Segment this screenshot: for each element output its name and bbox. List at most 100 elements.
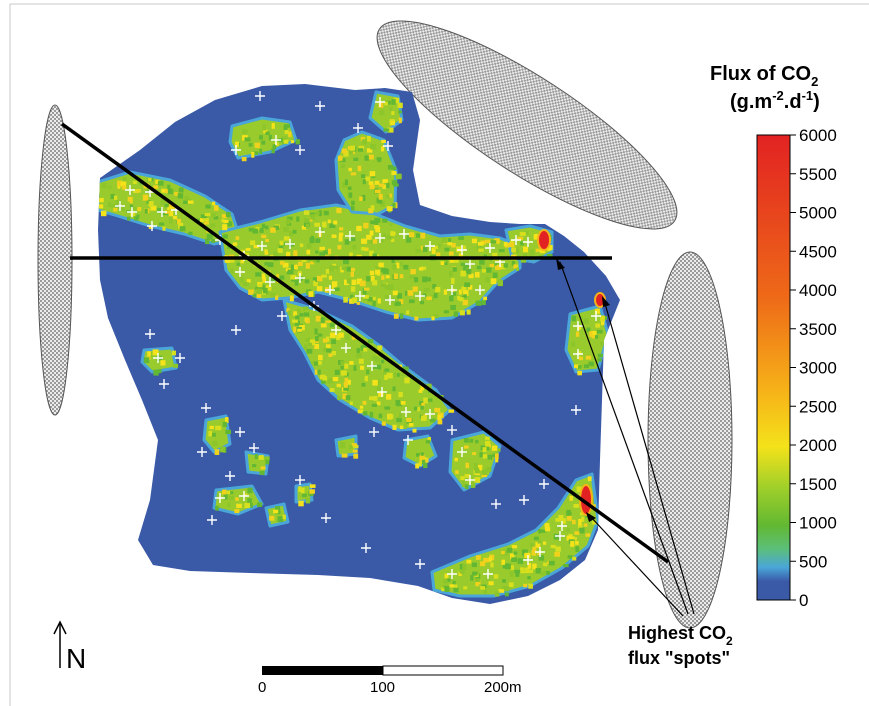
flux-pixel <box>215 505 219 511</box>
flux-pixel <box>225 211 231 218</box>
flux-pixel <box>321 221 327 228</box>
flux-pixel <box>302 306 309 311</box>
flux-pixel <box>357 148 364 152</box>
flux-zone <box>228 116 298 160</box>
flux-pixel <box>317 333 323 337</box>
flux-pixel <box>351 297 358 304</box>
flux-pixel <box>395 301 401 306</box>
flux-pixel <box>356 278 363 285</box>
flux-pixel <box>376 401 381 406</box>
flux-pixel <box>568 533 573 538</box>
flux-pixel <box>363 295 369 299</box>
flux-pixel <box>548 560 555 566</box>
color-legend: Flux of CO2 (g.m-2.d-1) 6000550050004500… <box>710 63 837 610</box>
flux-pixel <box>343 381 348 388</box>
flux-pixel <box>420 405 424 410</box>
flux-pixel <box>361 382 366 387</box>
flux-pixel <box>485 239 491 243</box>
flux-pixel <box>475 555 481 560</box>
flux-pixel <box>385 275 390 279</box>
flux-pixel <box>542 541 547 545</box>
flux-pixel <box>524 230 529 235</box>
flux-pixel <box>235 497 239 501</box>
flux-pixel <box>293 250 298 257</box>
flux-pixel <box>597 358 602 362</box>
flux-pixel <box>399 299 404 304</box>
flux-pixel <box>450 304 456 311</box>
sample-point-marker <box>321 513 331 523</box>
flux-pixel <box>472 451 476 456</box>
flux-pixel <box>157 369 162 374</box>
flux-pixel <box>451 278 455 284</box>
flux-pixel <box>459 570 465 574</box>
flux-pixel <box>426 296 432 301</box>
flux-pixel <box>223 219 229 223</box>
flux-pixel <box>396 293 402 299</box>
sample-point-marker <box>573 321 583 331</box>
flux-pixel <box>377 298 381 304</box>
flux-pixel <box>347 186 352 191</box>
flux-pixel <box>277 516 284 523</box>
flux-pixel <box>229 491 234 495</box>
flux-pixel <box>296 216 300 222</box>
flux-pixel <box>369 270 375 276</box>
flux-pixel <box>120 206 125 211</box>
flux-pixel <box>391 258 395 263</box>
flux-pixel <box>352 245 357 250</box>
sample-point-marker <box>385 295 395 305</box>
flux-pixel <box>395 399 401 406</box>
flux-pixel <box>290 140 295 144</box>
flux-pixel <box>290 274 297 280</box>
flux-pixel <box>258 455 264 460</box>
flux-pixel <box>157 207 163 214</box>
flux-pixel <box>252 228 258 234</box>
flux-pixel <box>290 264 296 271</box>
flux-pixel <box>148 225 154 230</box>
flux-pixel <box>398 117 402 124</box>
flux-pixel <box>374 180 380 185</box>
sample-point-marker <box>367 361 377 371</box>
flux-pixel <box>367 297 373 302</box>
flux-pixel <box>573 503 579 508</box>
flux-pixel <box>315 344 319 349</box>
flux-pixel <box>343 385 349 391</box>
flux-pixel <box>369 411 374 418</box>
flux-pixel <box>261 234 267 239</box>
flux-pixel <box>422 293 427 297</box>
flux-pixel <box>247 487 253 494</box>
flux-pixel <box>571 341 576 347</box>
flux-pixel <box>420 452 424 456</box>
flux-pixel <box>235 236 240 240</box>
flux-pixel <box>351 279 357 286</box>
sample-point-marker <box>369 427 379 437</box>
flux-pixel <box>336 334 341 341</box>
flux-pixel <box>409 299 415 303</box>
sample-point-marker <box>535 547 545 557</box>
flux-pixel <box>314 211 320 216</box>
flux-pixel <box>533 233 539 240</box>
flux-pixel <box>328 275 333 280</box>
flux-pixel <box>392 424 397 430</box>
flux-pixel <box>402 366 409 371</box>
flux-pixel <box>384 368 390 372</box>
flux-pixel <box>315 315 321 322</box>
arrow-spot-2 <box>603 299 695 615</box>
flux-pixel <box>267 262 274 268</box>
flux-pixel <box>222 234 228 239</box>
flux-pixel <box>585 355 592 360</box>
flux-pixel <box>318 210 322 217</box>
flux-pixel <box>413 406 418 411</box>
flux-pixel <box>430 418 436 423</box>
flux-pixel <box>415 249 422 253</box>
flux-pixel <box>299 243 304 248</box>
flux-pixel <box>372 379 378 386</box>
flux-pixel <box>150 205 157 211</box>
flux-pixel <box>333 287 340 292</box>
flux-pixel <box>381 275 385 280</box>
flux-pixel <box>356 352 362 358</box>
flux-pixel <box>280 261 285 265</box>
flux-pixel <box>374 217 381 223</box>
flux-pixel <box>324 317 330 321</box>
flux-pixel <box>399 261 403 267</box>
flux-pixel <box>380 146 385 152</box>
